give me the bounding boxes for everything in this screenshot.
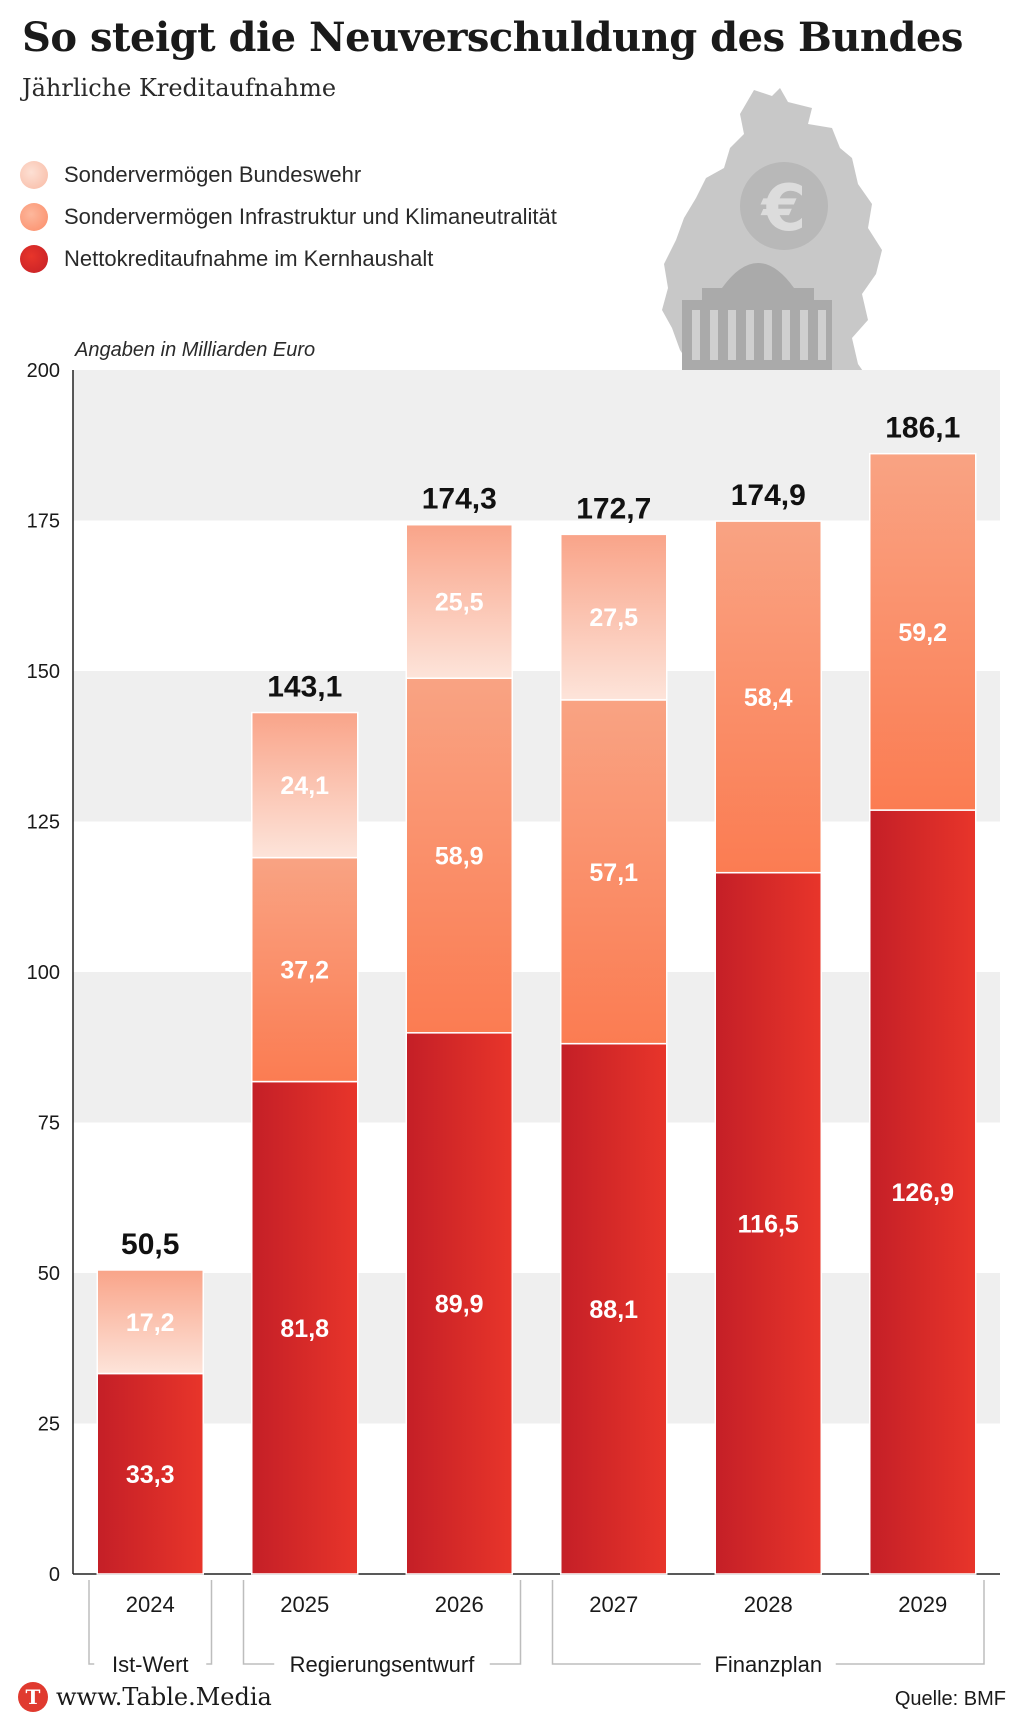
bar-value-label: 59,2 [898, 619, 947, 647]
y-tick-label: 50 [38, 1263, 60, 1285]
x-tick-label: 2025 [280, 1592, 329, 1617]
unit-label: Angaben in Milliarden Euro [74, 339, 315, 361]
legend-label: Sondervermögen Bundeswehr [64, 162, 362, 187]
bar-value-label: 88,1 [589, 1296, 638, 1324]
bar-value-label: 25,5 [435, 588, 484, 616]
legend-swatch-kernhaushalt [20, 245, 48, 273]
legend: Sondervermögen Bundeswehr Sondervermögen… [20, 160, 557, 286]
bar-total-label: 186,1 [885, 412, 960, 445]
bar-total-label: 174,9 [731, 479, 806, 512]
bar-segment [251, 711, 359, 859]
bar-value-label: 116,5 [738, 1210, 799, 1238]
x-tick-label: 2027 [589, 1592, 638, 1617]
group-label-bg [274, 1648, 490, 1680]
y-tick-label: 125 [27, 812, 60, 834]
x-tick-label: 2024 [126, 1592, 175, 1617]
y-tick-label: 200 [27, 360, 60, 382]
y-tick-label: 75 [38, 1113, 60, 1135]
legend-item-bundeswehr: Sondervermögen Bundeswehr [20, 160, 557, 190]
legend-label: Sondervermögen Infrastruktur und Klimane… [64, 204, 557, 229]
grid-band [73, 1273, 1000, 1424]
bar-segment [96, 1372, 204, 1575]
bar-value-label: 24,1 [280, 772, 329, 800]
bar-value-label: 33,3 [126, 1461, 175, 1489]
bar-segment [560, 533, 668, 701]
bar-value-label: 126,9 [891, 1179, 954, 1207]
bar-segment [405, 1032, 513, 1575]
y-tick-label: 100 [27, 962, 60, 984]
y-tick-label: 25 [38, 1414, 60, 1436]
bar-value-label: 81,8 [280, 1315, 329, 1343]
bar-segment [251, 856, 359, 1083]
stacked-bar-chart: Angaben in Milliarden Euro 0 25 50 75 100 125… [26, 339, 1000, 1680]
grid-band [73, 671, 1000, 822]
bar-value-label: 37,2 [280, 957, 329, 985]
legend-item-infrastruktur: Sondervermögen Infrastruktur und Klimane… [20, 202, 557, 232]
footer-site[interactable]: www.Table.Media [56, 1683, 272, 1711]
group-label: Ist-Wert [112, 1652, 189, 1677]
bar-value-label: 58,4 [744, 684, 793, 712]
y-tick-label: 0 [49, 1564, 60, 1586]
x-tick-label: 2028 [744, 1592, 793, 1617]
bar-segment [560, 1042, 668, 1575]
bar-value-label: 89,9 [435, 1290, 484, 1318]
group-label-bg [94, 1648, 207, 1680]
group-label-bg [700, 1648, 836, 1680]
legend-swatch-infrastruktur [20, 203, 48, 231]
bar-segment [560, 699, 668, 1045]
footer-source: Quelle: BMF [894, 1688, 1006, 1710]
bar-segment [405, 523, 513, 679]
bar-segment [714, 871, 822, 1575]
bar-value-label: 27,5 [589, 604, 638, 632]
bar-segment [251, 1080, 359, 1575]
grid-band [73, 370, 1000, 521]
bar-total-label: 172,7 [576, 492, 651, 525]
svg-text:€: € [760, 172, 807, 246]
bar-total-label: 174,3 [422, 483, 497, 516]
x-tick-label: 2029 [898, 1592, 947, 1617]
legend-label: Nettokreditaufnahme im Kernhaushalt [64, 246, 434, 271]
y-tick-label: 150 [27, 661, 60, 683]
legend-swatch-bundeswehr [20, 161, 48, 189]
grid-band [73, 972, 1000, 1123]
chart-subtitle: Jährliche Kreditaufnahme [22, 74, 337, 102]
group-label: Finanzplan [714, 1652, 822, 1677]
bar-segment [96, 1269, 204, 1375]
table-media-logo-icon: T [18, 1682, 48, 1712]
bar-total-label: 50,5 [121, 1228, 179, 1261]
bar-segment [869, 452, 977, 811]
bar-value-label: 58,9 [435, 843, 484, 871]
y-tick-label: 175 [27, 511, 60, 533]
bar-segment [869, 809, 977, 1575]
group-label: Regierungsentwurf [290, 1652, 476, 1677]
bar-value-label: 17,2 [126, 1309, 175, 1337]
germany-map-reichstag-euro-icon: € [662, 88, 882, 422]
bar-segment [714, 520, 822, 874]
bar-total-label: 143,1 [267, 671, 342, 704]
legend-item-kernhaushalt: Nettokreditaufnahme im Kernhaushalt [20, 244, 557, 274]
chart-title: So steigt die Neuverschuldung des Bundes [22, 14, 963, 61]
bar-value-label: 57,1 [589, 859, 638, 887]
x-tick-label: 2026 [435, 1592, 484, 1617]
